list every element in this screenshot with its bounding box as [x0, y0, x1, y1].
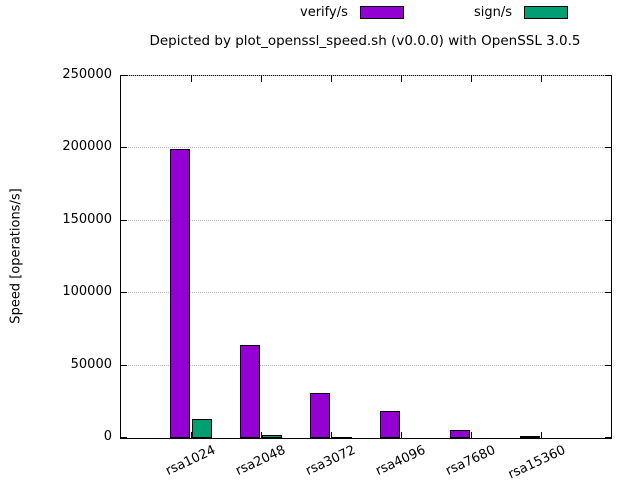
y-tick-mark-left	[121, 147, 127, 149]
chart-title: Depicted by plot_openssl_speed.sh (v0.0.…	[149, 33, 581, 49]
x-tick-mark-bottom	[401, 432, 402, 438]
y-tick-mark-left	[121, 292, 127, 294]
x-tick-mark-top	[471, 76, 472, 82]
gridline	[121, 292, 611, 294]
bar-verify-rsa4096	[380, 411, 400, 438]
x-tick-mark-top	[541, 76, 542, 82]
y-tick-mark-right	[605, 219, 611, 221]
legend-item-verify: verify/s	[300, 5, 404, 20]
x-tick-mark-top	[191, 76, 192, 82]
y-tick-label: 150000	[62, 211, 112, 227]
x-tick-label: rsa1024	[163, 442, 218, 479]
bar-verify-rsa1024	[170, 149, 190, 438]
y-tick-label: 200000	[62, 139, 112, 155]
y-tick-mark-right	[605, 364, 611, 366]
legend-item-sign: sign/s	[474, 5, 568, 20]
bar-verify-rsa2048	[240, 345, 260, 438]
bar-sign-rsa3072	[332, 437, 352, 439]
gridline	[121, 364, 611, 366]
y-tick-mark-right	[605, 292, 611, 294]
bar-verify-rsa15360	[520, 436, 540, 438]
y-tick-mark-right	[605, 147, 611, 149]
y-tick-mark-left	[121, 75, 127, 76]
gridline	[121, 219, 611, 221]
bar-sign-rsa2048	[262, 435, 282, 438]
legend-swatch-sign	[524, 6, 568, 19]
x-tick-mark-bottom	[541, 432, 542, 438]
legend-label-sign: sign/s	[473, 5, 512, 20]
y-tick-label: 250000	[62, 67, 112, 82]
x-tick-mark-top	[331, 76, 332, 82]
y-tick-label: 0	[103, 429, 112, 444]
y-tick-mark-right	[605, 75, 611, 76]
bar-verify-rsa7680	[450, 430, 470, 438]
x-tick-mark-top	[401, 76, 402, 82]
y-tick-mark-left	[121, 437, 127, 438]
legend: verify/s sign/s	[300, 5, 568, 20]
legend-swatch-verify	[359, 6, 404, 19]
legend-label-verify: verify/s	[300, 5, 348, 20]
x-tick-mark-bottom	[331, 432, 332, 438]
y-tick-mark-left	[121, 219, 127, 221]
bar-sign-rsa1024	[192, 419, 212, 438]
x-tick-mark-top	[261, 76, 262, 82]
gridline	[121, 147, 611, 149]
y-tick-label: 100000	[62, 284, 112, 300]
y-tick-label: 50000	[70, 356, 112, 372]
gridline	[121, 75, 611, 76]
y-tick-mark-right	[605, 437, 611, 438]
y-axis-label: Speed [operations/s]	[8, 188, 24, 324]
x-tick-mark-bottom	[191, 432, 192, 438]
bar-verify-rsa3072	[310, 393, 330, 438]
plot-area	[120, 75, 612, 439]
x-tick-mark-bottom	[471, 432, 472, 438]
y-tick-mark-left	[121, 364, 127, 366]
x-tick-mark-bottom	[261, 432, 262, 438]
